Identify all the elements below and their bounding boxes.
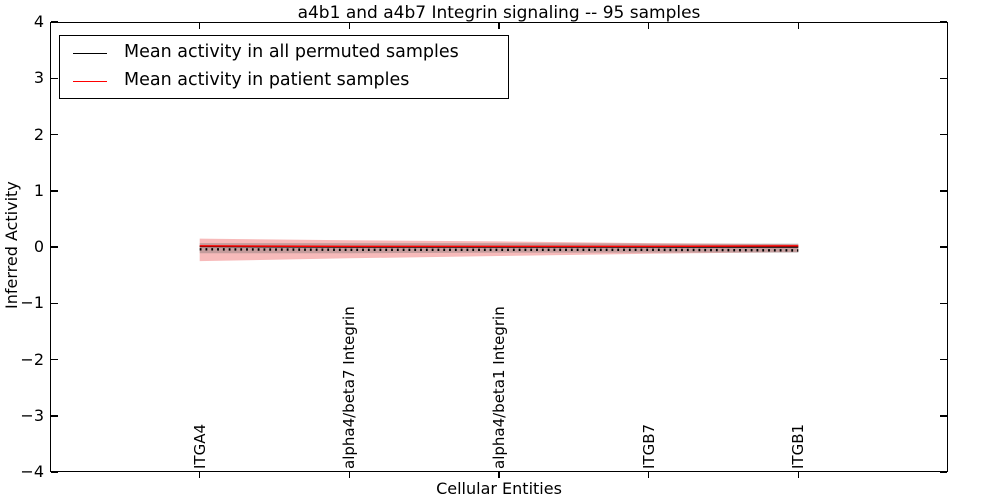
y-tick-left <box>51 246 58 248</box>
y-tick-left <box>51 21 58 23</box>
legend: Mean activity in all permuted samples Me… <box>59 35 509 99</box>
y-tick-label: −2 <box>20 349 44 369</box>
x-tick-top <box>348 23 351 29</box>
y-tick-left <box>51 133 58 136</box>
y-tick-left <box>51 415 58 417</box>
chart-title: a4b1 and a4b7 Integrin signaling -- 95 s… <box>297 3 701 23</box>
x-tick-label: ITGA4 <box>190 423 209 469</box>
x-tick-label: alpha4/beta1 Integrin <box>490 306 508 469</box>
y-tick-left <box>51 190 58 192</box>
x-tick-bottom <box>797 471 800 478</box>
x-tick-bottom <box>498 471 500 478</box>
x-tick-bottom <box>348 471 351 478</box>
x-tick-top <box>198 23 201 29</box>
y-tick-label: 4 <box>33 12 44 31</box>
y-tick-right <box>940 21 947 23</box>
band-permuted <box>199 243 799 254</box>
y-tick-right <box>940 133 947 136</box>
y-tick-left <box>51 471 58 473</box>
plot-svg <box>199 238 799 262</box>
y-tick-right <box>940 190 947 192</box>
x-tick-bottom <box>198 471 201 478</box>
y-tick-right <box>940 77 947 79</box>
x-tick-top <box>498 23 500 29</box>
y-tick-label: −1 <box>20 293 44 313</box>
y-tick-label: 2 <box>33 124 44 144</box>
x-tick-top <box>797 23 800 29</box>
y-tick-right <box>940 471 947 473</box>
y-tick-left <box>51 77 58 79</box>
y-tick-left <box>51 358 58 361</box>
y-tick-label: 1 <box>33 180 44 200</box>
y-tick-label: 3 <box>33 68 44 88</box>
legend-label-permuted: Mean activity in all permuted samples <box>124 42 459 63</box>
y-tick-left <box>51 302 58 304</box>
x-tick-top <box>647 23 650 29</box>
patient-mean-line <box>199 245 799 248</box>
y-tick-right <box>940 415 947 417</box>
patient-line-swatch-icon <box>73 80 107 82</box>
y-tick-label: −4 <box>20 462 44 481</box>
x-axis-label: Cellular Entities <box>436 479 562 498</box>
x-tick-bottom <box>647 471 650 478</box>
legend-label-patient: Mean activity in patient samples <box>124 70 410 91</box>
x-tick-label: ITGB1 <box>789 423 808 469</box>
x-tick-label: alpha4/beta7 Integrin <box>340 306 359 469</box>
y-tick-right <box>940 246 947 248</box>
y-tick-right <box>940 358 947 361</box>
legend-item-permuted: Mean activity in all permuted samples <box>60 44 508 62</box>
dotted-reference-line <box>199 248 799 252</box>
y-tick-label: −3 <box>20 405 44 425</box>
band-patient <box>199 238 799 262</box>
y-tick-label: 0 <box>33 237 44 256</box>
legend-item-patient: Mean activity in patient samples <box>60 72 508 90</box>
y-tick-right <box>940 302 947 304</box>
x-tick-label: ITGB7 <box>639 423 658 469</box>
permuted-line-swatch-icon <box>73 52 107 54</box>
